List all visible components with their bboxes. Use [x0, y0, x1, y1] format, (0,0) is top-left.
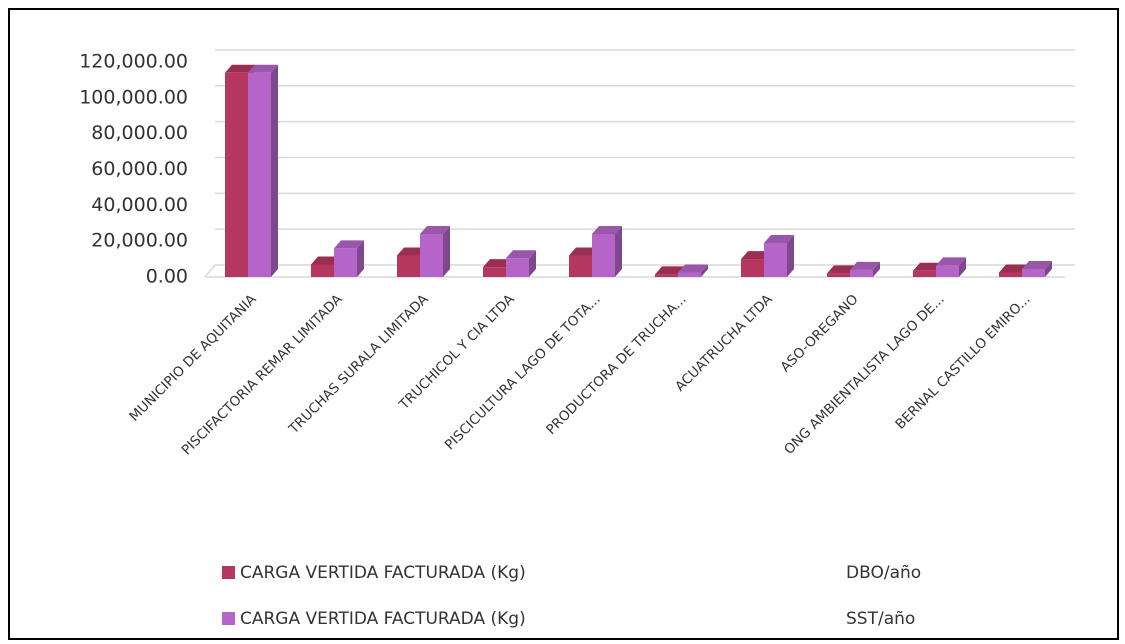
- bar: [334, 240, 364, 277]
- bar-front: [678, 272, 701, 277]
- bar-top: [741, 251, 771, 260]
- bar-front: [506, 258, 529, 277]
- bar: [592, 226, 622, 277]
- bar-top: [936, 257, 966, 266]
- bar: [936, 257, 966, 277]
- y-tick-label: 20,000.00: [91, 230, 188, 252]
- bar-front: [334, 248, 357, 277]
- y-tick-label: 80,000.00: [91, 122, 188, 144]
- bar-top: [334, 240, 364, 249]
- bar-side: [271, 64, 278, 277]
- y-tick-label: 60,000.00: [91, 158, 188, 180]
- bar-front: [936, 265, 959, 277]
- bar-top: [764, 234, 794, 243]
- bar-top: [506, 250, 536, 259]
- bar-side: [873, 261, 880, 277]
- bar-front: [397, 255, 420, 277]
- bar-top: [248, 64, 278, 73]
- y-tick-label: 0.00: [146, 266, 188, 288]
- bar-side: [787, 234, 794, 277]
- bar-front: [827, 273, 850, 277]
- bar: [248, 64, 278, 277]
- bar-top: [420, 226, 450, 234]
- legend-unit: SST/año: [846, 609, 915, 629]
- bar-top: [913, 262, 943, 271]
- bar-side: [443, 226, 450, 277]
- bar-front: [764, 242, 787, 277]
- bar-front: [741, 259, 764, 277]
- bar-front: [913, 270, 936, 277]
- bar-top: [311, 256, 341, 265]
- bar-front: [1022, 268, 1045, 277]
- legend-unit: DBO/año: [846, 563, 921, 583]
- bar-top: [483, 259, 513, 268]
- bar-front: [248, 72, 271, 277]
- bar-top: [225, 64, 255, 73]
- y-tick-label: 120,000.00: [79, 51, 188, 73]
- bar-front: [655, 274, 678, 277]
- bar-top: [678, 264, 708, 273]
- bar-top: [1022, 260, 1052, 269]
- y-tick-label: 40,000.00: [91, 194, 188, 216]
- bar-top: [397, 247, 427, 256]
- bar-side: [529, 250, 536, 277]
- bar-front: [483, 267, 506, 277]
- bar: [764, 234, 794, 277]
- bar-front: [420, 234, 443, 277]
- bar: [506, 250, 536, 277]
- bar-side: [615, 226, 622, 277]
- bar-top: [569, 247, 599, 256]
- y-tick-label: 100,000.00: [79, 86, 188, 108]
- bar-front: [592, 234, 615, 277]
- bar-top: [850, 261, 880, 270]
- legend-swatch: [222, 612, 235, 625]
- bar-front: [225, 72, 248, 277]
- legend-swatch: [222, 566, 235, 579]
- bar-top: [827, 265, 857, 274]
- bar-front: [569, 255, 592, 277]
- bar-top: [592, 226, 622, 234]
- bar: [1022, 260, 1052, 277]
- bar-front: [850, 269, 873, 277]
- bar-side: [357, 240, 364, 277]
- bar-front: [311, 264, 334, 277]
- bar-side: [959, 257, 966, 277]
- legend-label: CARGA VERTIDA FACTURADA (Kg): [240, 563, 526, 583]
- bar: [678, 264, 708, 277]
- bar-top: [999, 264, 1029, 273]
- bar-front: [999, 272, 1022, 277]
- bar-top: [655, 266, 685, 275]
- bar: [420, 226, 450, 277]
- chart-frame: [8, 8, 1119, 640]
- legend-label: CARGA VERTIDA FACTURADA (Kg): [240, 609, 526, 629]
- bar-side: [701, 264, 708, 277]
- bar-side: [1045, 260, 1052, 277]
- floor-edge: [204, 264, 216, 278]
- bar: [850, 261, 880, 277]
